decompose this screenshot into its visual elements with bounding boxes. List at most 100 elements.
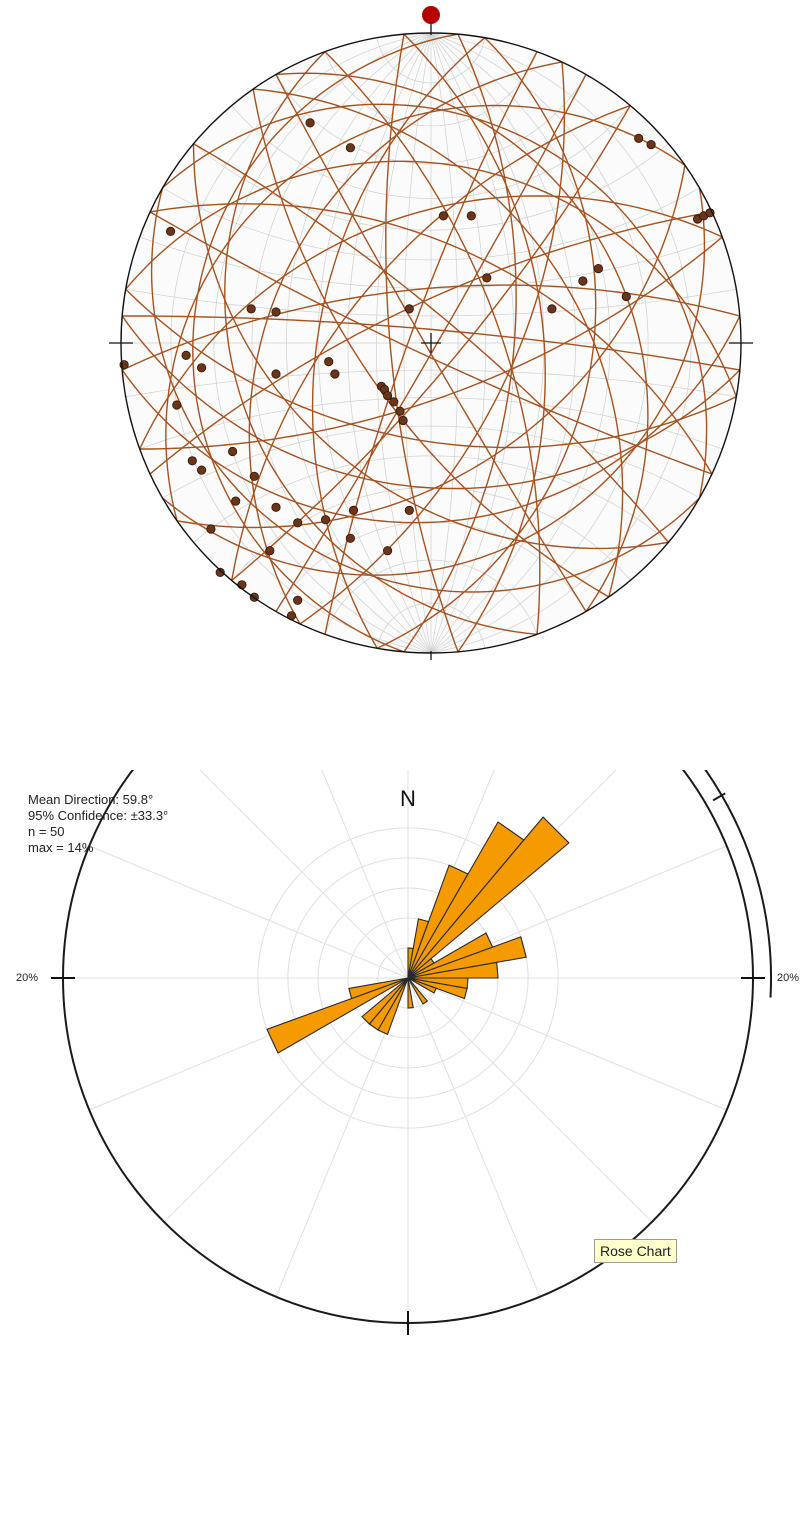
great-circle (121, 315, 741, 524)
pole-point (646, 140, 656, 150)
rose-ticks (51, 977, 765, 1335)
pole-point (389, 397, 399, 407)
great-circle (231, 105, 631, 582)
pole-point (382, 546, 393, 556)
pole-point (249, 471, 259, 481)
rose-statistics: Mean Direction: 59.8° 95% Confidence: ±3… (28, 792, 168, 856)
pole-point (237, 580, 247, 590)
pole-point (166, 226, 176, 236)
pole-point (382, 391, 393, 401)
scale-label-left: 20% (16, 972, 38, 984)
pole-point (320, 515, 331, 525)
pole-point (547, 304, 557, 314)
great-circle (231, 104, 631, 581)
pole-point (324, 356, 334, 367)
pole-point (348, 505, 359, 515)
pole-point (621, 291, 631, 302)
scale-label-right: 20% (777, 972, 799, 984)
pole-point (181, 350, 191, 360)
great-circle (275, 74, 587, 612)
great-circle (149, 211, 713, 475)
north-label: N (400, 786, 416, 811)
rose-grid-spoke (407, 977, 727, 1111)
pole-point (466, 211, 476, 221)
pole-point (593, 263, 604, 274)
great-circle (125, 288, 737, 449)
pole-point (398, 415, 408, 426)
confidence-text: 95% Confidence: ±33.3° (28, 808, 169, 823)
pole-point (404, 505, 414, 515)
rose-grid-spoke (321, 770, 409, 979)
mean-direction-tick (712, 792, 726, 802)
pole-point (197, 363, 207, 373)
great-circle (252, 88, 610, 598)
great-circle (275, 72, 649, 612)
poles (119, 118, 715, 621)
great-circle (122, 315, 740, 371)
great-circle (139, 195, 723, 450)
great-circle (385, 34, 459, 653)
pole-point (271, 502, 281, 512)
sample-count-text: n = 50 (28, 824, 65, 839)
pole-point (271, 369, 281, 379)
pole-point (330, 369, 340, 379)
rose-grid-spoke (89, 845, 409, 979)
stereonet-plot (109, 6, 753, 660)
great-circle (324, 51, 541, 635)
pole-point (228, 446, 238, 457)
pole-point (404, 304, 414, 314)
great-circle (121, 315, 741, 490)
pole-point (172, 400, 182, 410)
pole-point (271, 307, 281, 317)
great-circle (149, 203, 713, 475)
rose-petal (361, 977, 409, 1025)
great-circle (192, 33, 459, 653)
pole-point (231, 496, 241, 506)
pole-point (345, 533, 355, 543)
rose-petal (407, 977, 429, 1005)
rose-grid-spoke (407, 977, 653, 1223)
pole-point (265, 546, 275, 556)
pole-point (215, 567, 225, 578)
great-circle (121, 284, 740, 371)
pole-point (246, 304, 256, 314)
great-circle (192, 143, 669, 550)
great-circle (253, 88, 624, 598)
pole-point (634, 133, 644, 143)
rose-chart: N 20% 20% (16, 770, 799, 1335)
great-circle (149, 211, 713, 475)
pole-point (197, 465, 207, 475)
great-circle (403, 33, 546, 653)
rose-petal (266, 977, 409, 1054)
max-percent-text: max = 14% (28, 840, 94, 855)
great-circle (224, 51, 538, 635)
rose-petal (348, 977, 409, 1000)
pole-point (293, 595, 303, 605)
north-marker (422, 6, 440, 24)
rose-petal (407, 977, 437, 994)
mean-direction-text: Mean Direction: 59.8° (28, 792, 154, 807)
great-circle (150, 187, 700, 593)
great-circle (376, 37, 597, 649)
pole-point (187, 456, 197, 466)
pole-point (345, 143, 355, 153)
pole-point (578, 276, 588, 286)
rose-grid-spoke (407, 977, 541, 1297)
great-circle (275, 74, 587, 612)
great-circle (125, 160, 737, 398)
pole-point (482, 273, 492, 283)
pole-point (438, 211, 448, 221)
great-circle (403, 33, 517, 653)
rose-grid-spoke (199, 770, 409, 979)
pole-point (206, 524, 216, 534)
great-circle (165, 104, 686, 521)
great-circles (121, 33, 741, 653)
rose-petal (407, 816, 570, 979)
rose-petal (407, 977, 414, 1009)
great-circle (162, 187, 706, 576)
pole-point (305, 118, 315, 128)
pole-point (395, 406, 405, 416)
rose-petals (266, 816, 570, 1054)
pole-point (293, 518, 303, 528)
rose-chart-tooltip: Rose Chart (594, 1239, 677, 1263)
